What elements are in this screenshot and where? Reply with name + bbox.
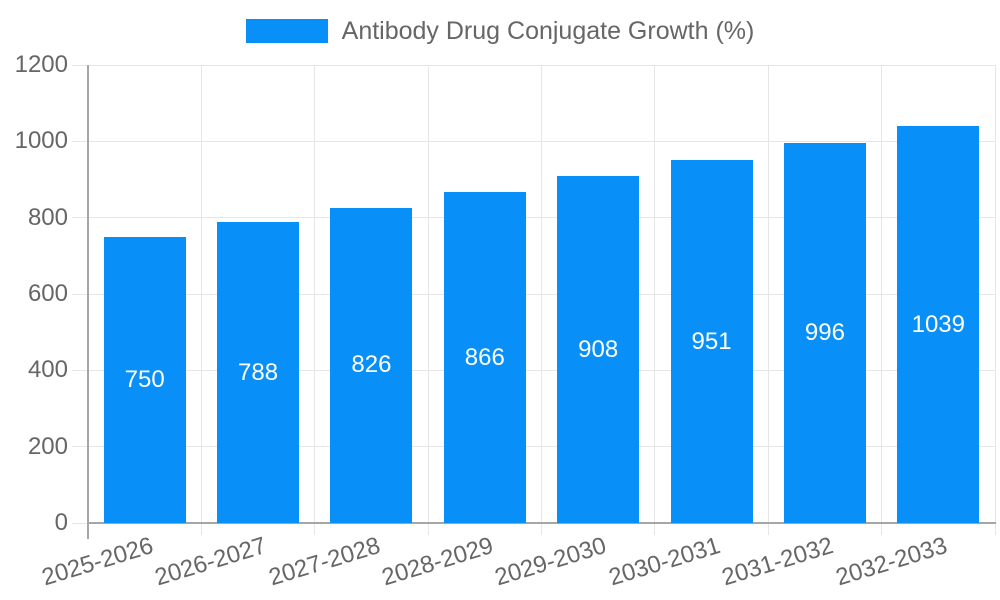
x-axis-tick-label: 2032-2033 (832, 532, 950, 592)
y-axis-tick-label: 0 (54, 509, 68, 536)
x-axis-tick-label: 2031-2032 (718, 532, 837, 592)
x-gridline (654, 65, 656, 523)
x-axis-tick-label: 2026-2027 (152, 532, 270, 592)
x-axis-tick-label: 2025-2026 (38, 532, 157, 592)
bar[interactable] (670, 160, 753, 523)
bar[interactable] (217, 222, 300, 523)
y-axis-tick-label: 1000 (14, 127, 68, 155)
y-axis-tick (72, 140, 88, 142)
x-gridline (541, 65, 542, 523)
legend-label: Antibody Drug Conjugate Growth (%) (341, 17, 755, 45)
x-gridline (427, 65, 429, 523)
x-gridline (767, 65, 769, 523)
y-axis-tick (72, 293, 88, 295)
bar-value-label: 908 (578, 335, 619, 363)
x-axis-tick (654, 523, 656, 535)
x-axis-tick-label: 2028-2029 (378, 532, 497, 592)
y-axis-tick (72, 217, 88, 219)
legend-swatch (245, 19, 328, 43)
y-axis-tick-label: 1200 (14, 51, 68, 78)
bar-value-label: 866 (464, 343, 505, 371)
bar[interactable] (557, 176, 640, 523)
x-axis-tick (994, 523, 996, 535)
x-gridline (994, 65, 996, 523)
x-axis-tick (314, 523, 316, 535)
bar-value-label: 1039 (911, 310, 965, 338)
y-axis-tick-label: 800 (27, 203, 68, 231)
x-axis-tick-label: 2029-2030 (492, 532, 610, 592)
x-gridline (881, 65, 883, 523)
chart-legend[interactable]: Antibody Drug Conjugate Growth (%) (0, 17, 1000, 45)
bar-value-label: 788 (238, 358, 279, 386)
bar-value-label: 996 (804, 318, 845, 346)
y-axis-tick (72, 446, 88, 448)
x-axis-tick-label: 2030-2031 (605, 532, 724, 592)
bar-value-label: 951 (691, 327, 732, 355)
bar[interactable] (103, 236, 186, 523)
y-axis-tick (72, 522, 88, 524)
x-axis-tick (767, 523, 769, 535)
y-axis-tick (72, 64, 88, 66)
bar-value-label: 826 (351, 351, 392, 379)
bar-value-label: 750 (124, 365, 165, 393)
bar[interactable] (897, 126, 980, 523)
x-axis-tick (427, 523, 429, 535)
x-gridline (314, 65, 316, 523)
x-axis-line (87, 522, 996, 524)
y-axis-line (87, 65, 89, 539)
y-axis-tick-label: 200 (27, 432, 68, 460)
x-axis-tick (881, 523, 883, 535)
bar[interactable] (783, 142, 866, 523)
y-axis-tick (72, 369, 88, 371)
x-axis-tick (200, 523, 202, 535)
x-axis-tick (541, 523, 542, 535)
bar[interactable] (330, 207, 413, 523)
x-axis-tick-label: 2027-2028 (265, 532, 384, 592)
bar[interactable] (443, 192, 526, 523)
y-axis-tick-label: 400 (27, 356, 68, 384)
x-gridline (200, 65, 202, 523)
y-axis-tick-label: 600 (27, 280, 68, 307)
